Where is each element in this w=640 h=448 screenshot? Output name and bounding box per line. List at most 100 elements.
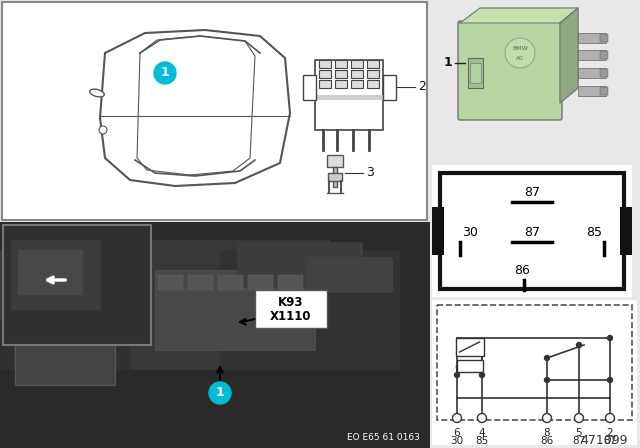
Text: 86: 86 [540, 436, 554, 446]
Bar [218, 275, 243, 290]
Bar [351, 70, 363, 78]
Bar [335, 80, 347, 88]
Bar [0, 222, 430, 448]
Bar [303, 75, 316, 100]
Circle shape [209, 382, 231, 404]
Bar [335, 70, 347, 78]
Polygon shape [560, 8, 578, 103]
Circle shape [543, 414, 552, 422]
Bar [11, 240, 101, 310]
Text: BMW: BMW [512, 46, 528, 51]
Bar [295, 430, 425, 446]
Bar [468, 58, 483, 88]
Text: 8: 8 [544, 428, 550, 438]
Bar [328, 173, 342, 181]
Bar [600, 87, 608, 95]
Bar [319, 70, 331, 78]
Circle shape [154, 62, 176, 84]
Bar [327, 155, 343, 167]
Text: 87: 87 [524, 227, 540, 240]
Text: 85: 85 [586, 227, 602, 240]
Bar [367, 70, 379, 78]
Bar [456, 338, 483, 356]
Bar [333, 167, 337, 187]
Text: 30: 30 [451, 436, 463, 446]
Bar [15, 310, 115, 385]
Bar [578, 68, 606, 78]
Circle shape [505, 38, 535, 68]
Bar [432, 207, 444, 255]
Bar [367, 80, 379, 88]
Bar [248, 275, 273, 290]
Circle shape [607, 336, 612, 340]
Text: 87: 87 [604, 436, 616, 446]
Text: 1: 1 [444, 56, 452, 69]
Circle shape [99, 126, 107, 134]
Text: AG: AG [516, 56, 524, 60]
Text: 471099: 471099 [580, 435, 628, 448]
Circle shape [477, 414, 486, 422]
Text: 30: 30 [462, 227, 478, 240]
Text: 2: 2 [418, 81, 426, 94]
Bar [432, 300, 637, 445]
Bar [351, 60, 363, 68]
Bar [432, 2, 637, 160]
Bar [578, 50, 606, 60]
Circle shape [607, 378, 612, 383]
Circle shape [452, 414, 461, 422]
Circle shape [545, 356, 550, 361]
Bar [3, 225, 151, 345]
Bar [456, 360, 483, 372]
Polygon shape [460, 8, 578, 23]
Bar [255, 290, 327, 328]
Text: 4: 4 [479, 428, 485, 438]
Circle shape [545, 378, 550, 383]
Text: 3: 3 [366, 167, 374, 180]
Circle shape [454, 372, 460, 378]
Bar [437, 305, 632, 420]
Bar [278, 275, 303, 290]
Bar [432, 165, 632, 297]
FancyBboxPatch shape [237, 242, 363, 288]
Circle shape [479, 372, 484, 378]
Bar [600, 69, 608, 77]
Ellipse shape [90, 89, 104, 97]
Text: 1: 1 [161, 66, 170, 79]
Bar [188, 275, 213, 290]
Bar [600, 51, 608, 59]
Bar [383, 75, 396, 100]
Bar [440, 173, 624, 289]
Bar [155, 270, 315, 350]
Circle shape [605, 414, 614, 422]
Text: 5: 5 [576, 428, 582, 438]
FancyBboxPatch shape [307, 257, 393, 293]
FancyBboxPatch shape [0, 250, 105, 320]
Bar [319, 80, 331, 88]
Bar [315, 95, 383, 100]
Bar [2, 2, 427, 220]
FancyBboxPatch shape [458, 21, 562, 120]
Bar [367, 60, 379, 68]
Text: 86: 86 [514, 263, 530, 276]
Circle shape [577, 343, 582, 348]
Circle shape [575, 414, 584, 422]
Bar [315, 60, 383, 130]
Bar [470, 63, 481, 83]
Bar [620, 207, 632, 255]
Text: 2: 2 [607, 428, 613, 438]
Bar [578, 86, 606, 96]
Text: X1110: X1110 [270, 310, 312, 323]
Text: 1: 1 [216, 387, 225, 400]
Bar [432, 162, 639, 446]
Bar [578, 33, 606, 43]
Bar [158, 275, 183, 290]
Text: 87: 87 [524, 186, 540, 199]
Bar [0, 270, 130, 370]
Text: 6: 6 [454, 428, 460, 438]
Bar [100, 240, 330, 370]
Text: K93: K93 [278, 296, 304, 309]
Bar [335, 60, 347, 68]
Text: EO E65 61 0163: EO E65 61 0163 [347, 434, 420, 443]
Bar [351, 80, 363, 88]
Text: 87: 87 [572, 436, 586, 446]
